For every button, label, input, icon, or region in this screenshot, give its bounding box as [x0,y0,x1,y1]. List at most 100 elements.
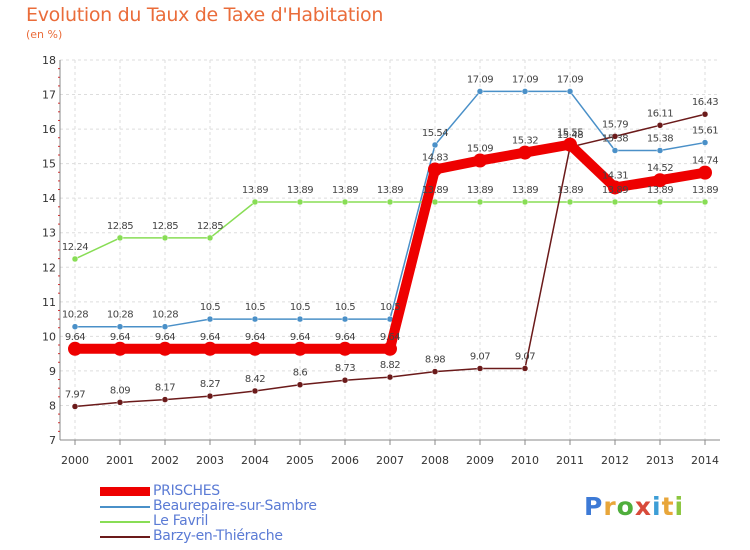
x-tick-label: 2007 [376,454,404,467]
data-point-prisches [473,153,487,168]
y-tick-label: 18 [42,54,56,67]
data-label-prisches: 14.52 [647,163,673,174]
y-tick-label: 10 [42,330,56,343]
data-label-barzy: 7.97 [65,389,85,400]
data-point-beaurepaire [206,315,214,323]
data-point-prisches [158,341,172,356]
data-point-beaurepaire [431,141,439,149]
data-point-le-favril [431,198,439,206]
y-tick-label: 8 [49,399,56,412]
data-point-le-favril [701,198,709,206]
data-label-le-favril: 13.89 [692,185,718,196]
data-label-beaurepaire: 15.61 [692,126,718,137]
data-point-barzy [296,381,304,388]
data-point-prisches [113,341,127,356]
y-tick-label: 14 [42,192,56,205]
chart-title: Evolution du Taux de Taxe d'Habitation [26,4,384,26]
legend-item-beaurepaire: Beaurepaire-sur-Sambre [100,499,360,514]
data-label-le-favril: 13.89 [557,185,583,196]
data-point-beaurepaire [116,323,124,330]
data-label-prisches: 9.64 [335,332,355,343]
data-point-le-favril [386,198,394,206]
data-label-barzy: 8.27 [200,379,220,390]
x-tick-label: 2006 [331,454,359,467]
data-label-barzy: 15.79 [602,119,628,130]
data-label-beaurepaire: 17.09 [467,74,493,85]
data-label-beaurepaire: 15.54 [422,128,448,139]
legend-swatch-prisches [100,487,150,496]
data-point-beaurepaire [701,139,709,146]
data-label-prisches: 15.09 [467,144,493,155]
data-label-beaurepaire: 15.38 [602,134,628,145]
data-label-prisches: 15.55 [557,128,583,139]
data-point-prisches [518,145,532,160]
legend-label-barzy: Barzy-en-Thiérache [153,528,283,544]
x-tick-label: 2011 [556,454,584,467]
x-tick-label: 2012 [601,454,629,467]
data-point-le-favril [206,234,214,242]
data-label-le-favril: 13.89 [467,185,493,196]
data-label-prisches: 14.83 [422,153,448,164]
logo-letter: i [674,492,685,521]
data-point-prisches [608,180,622,195]
data-point-prisches [203,341,217,356]
x-tick-label: 2013 [646,454,674,467]
data-point-barzy [206,392,214,400]
legend-swatch-beaurepaire [100,506,150,508]
data-point-barzy [161,396,169,403]
data-point-beaurepaire [566,88,574,95]
logo-letter: r [603,492,617,521]
legend-swatch-barzy [100,536,150,538]
data-label-prisches: 9.64 [200,332,220,343]
data-label-barzy: 8.73 [335,363,355,374]
data-point-beaurepaire [611,147,619,154]
data-point-beaurepaire [656,147,664,154]
data-point-prisches [293,341,307,356]
chart-subtitle: (en %) [26,28,63,41]
data-point-le-favril [71,255,79,263]
y-tick-label: 16 [42,123,56,136]
data-label-prisches: 14.74 [692,156,718,167]
data-point-le-favril [116,234,124,242]
data-label-barzy: 15.48 [557,130,583,141]
data-label-barzy: 8.42 [245,374,265,385]
legend-label-prisches: PRISCHES [153,483,220,499]
x-tick-label: 2004 [241,454,269,467]
data-label-barzy: 8.98 [425,355,445,366]
data-point-le-favril [341,198,349,206]
logo-letter: P [584,492,604,521]
data-point-prisches [653,173,667,188]
data-label-prisches: 9.64 [290,332,310,343]
data-label-beaurepaire: 10.5 [335,302,355,313]
legend-item-le-favril: Le Favril [100,514,360,529]
y-tick-label: 13 [42,227,56,240]
data-point-prisches [563,137,577,152]
data-label-beaurepaire: 10.5 [380,302,400,313]
data-label-beaurepaire: 17.09 [512,74,538,85]
data-point-beaurepaire [71,323,79,330]
data-point-prisches [383,341,397,356]
y-tick-label: 12 [42,261,56,274]
data-label-le-favril: 13.89 [647,185,673,196]
data-point-prisches [68,341,82,356]
data-label-barzy: 16.43 [692,97,718,108]
legend-swatch-le-favril [100,521,150,523]
data-point-barzy [341,376,349,384]
data-label-barzy: 9.07 [515,351,535,362]
data-point-le-favril [566,198,574,206]
data-point-beaurepaire [251,315,259,323]
y-tick-label: 15 [42,158,56,171]
data-point-beaurepaire [521,88,529,95]
data-point-beaurepaire [296,315,304,323]
data-point-le-favril [161,234,169,242]
logo-letter: t [661,492,675,521]
data-label-beaurepaire: 10.28 [152,310,178,321]
data-label-le-favril: 12.24 [62,242,88,253]
data-label-barzy: 8.6 [293,368,308,379]
data-point-prisches [428,162,442,177]
data-point-le-favril [521,198,529,206]
data-label-beaurepaire: 10.5 [200,302,220,313]
data-label-barzy: 9.07 [470,351,490,362]
